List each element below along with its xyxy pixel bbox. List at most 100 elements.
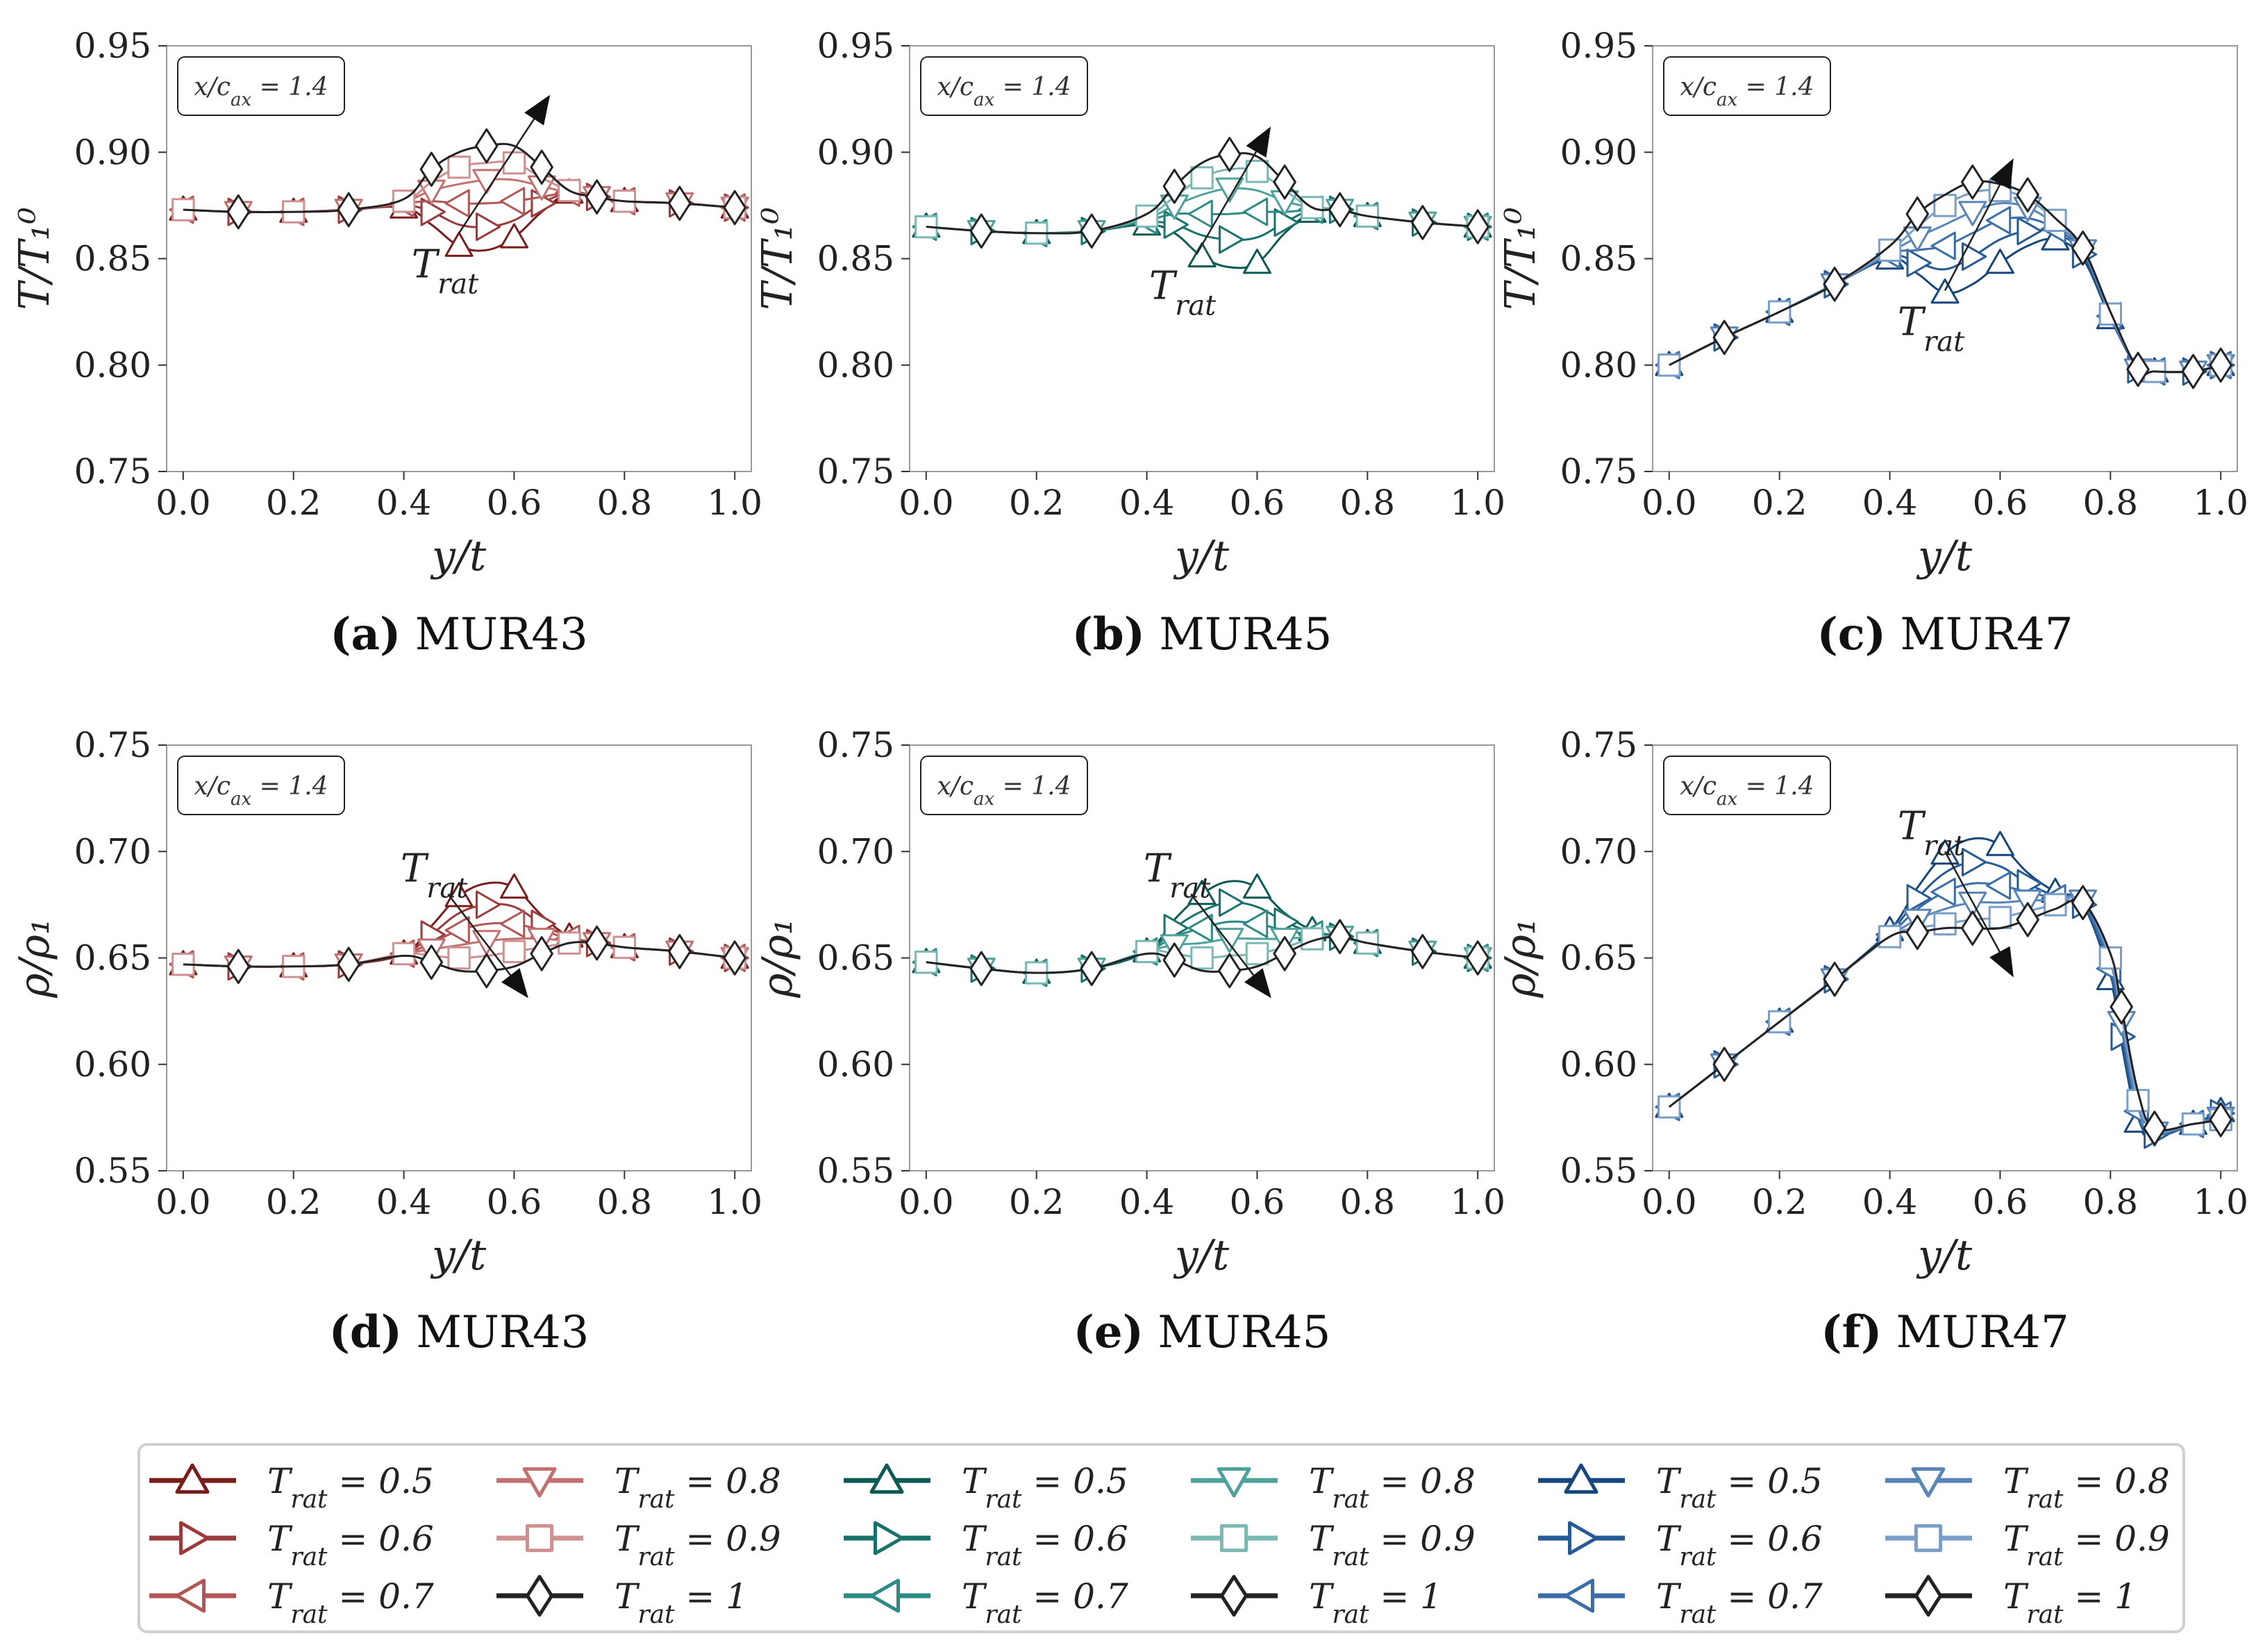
y-tick-label: 0.95	[817, 26, 894, 66]
legend-item: Trat = 0.9	[496, 1519, 781, 1571]
legend-item: Trat = 0.8	[1191, 1461, 1476, 1514]
y-tick-label: 0.70	[1560, 831, 1637, 871]
x-tick-label: 1.0	[1450, 1182, 1505, 1222]
legend-item: Trat = 0.5	[149, 1461, 434, 1514]
x-tick-label: 0.0	[899, 483, 954, 523]
legend-label: Trat = 0.9	[615, 1519, 781, 1571]
legend-label: Trat = 0.7	[962, 1576, 1128, 1629]
annotation-arrow-head	[1244, 968, 1271, 999]
position-label-box	[177, 756, 345, 815]
data-point-diamond	[1823, 267, 1846, 302]
legend-label: Trat = 1	[2003, 1576, 2137, 1629]
panel-caption: (e) MUR45	[1074, 1306, 1331, 1358]
panel-caption: (c) MUR47	[1817, 608, 2073, 660]
series-diamond	[1668, 885, 2232, 1146]
x-tick-label: 0.2	[266, 1182, 322, 1222]
y-tick-label: 0.80	[817, 345, 894, 385]
data-point-square	[2098, 302, 2123, 326]
legend-label: Trat = 0.8	[1309, 1461, 1476, 1514]
legend-item: Trat = 1	[1885, 1575, 2137, 1629]
panel-caption: (f) MUR47	[1821, 1306, 2069, 1358]
data-point-triangle-right	[475, 890, 501, 919]
series-diamond	[926, 137, 1489, 249]
y-tick-label: 0.95	[1560, 26, 1637, 66]
data-point-triangle-down	[1958, 201, 1987, 226]
data-point-triangle-right	[1961, 242, 1987, 271]
x-tick-label: 1.0	[2193, 1182, 2248, 1222]
y-tick-label: 0.75	[1560, 451, 1637, 492]
data-point-square	[1245, 160, 1269, 183]
position-label-box	[177, 56, 345, 116]
data-point-triangle-up	[1187, 242, 1217, 268]
legend-marker-triangle-left	[1564, 1578, 1594, 1613]
y-axis-title: T/T₁⁰	[753, 207, 802, 310]
legend-marker-square	[1914, 1524, 1943, 1553]
data-point-triangle-left	[1187, 199, 1213, 228]
legend-item: Trat = 0.6	[844, 1519, 1128, 1571]
data-point-square	[1245, 942, 1269, 966]
data-point-diamond	[1905, 196, 1929, 232]
x-axis-title: y/t	[1173, 1231, 1230, 1280]
legend-label: Trat = 0.5	[962, 1461, 1128, 1514]
chart-panel-c: 0.75 0.80 0.85 0.90 0.95 0.0 0.2 0.4 0.6 0.8 1.0 y/…	[1496, 26, 2248, 660]
y-tick-label: 0.55	[74, 1151, 151, 1191]
series-diamond	[183, 128, 746, 230]
legend-marker-triangle-right	[874, 1521, 904, 1555]
x-tick-label: 1.0	[707, 483, 762, 523]
data-point-triangle-right	[2016, 217, 2042, 246]
data-point-triangle-up	[499, 223, 528, 249]
x-tick-label: 0.6	[487, 1182, 542, 1222]
panel-caption: (d) MUR43	[329, 1306, 590, 1358]
data-point-triangle-left	[1930, 877, 1956, 906]
data-point-diamond	[969, 213, 993, 249]
x-tick-label: 0.4	[376, 483, 432, 523]
series-diamond	[1669, 164, 2232, 390]
data-point-diamond	[1080, 213, 1103, 249]
data-point-diamond	[226, 949, 250, 985]
data-point-diamond	[2126, 351, 2150, 387]
data-point-diamond	[1961, 910, 1985, 946]
data-point-diamond	[1273, 164, 1296, 200]
y-tick-label: 0.65	[74, 938, 151, 978]
data-point-square	[1878, 238, 1902, 262]
legend-item: Trat = 0.5	[844, 1461, 1128, 1514]
data-point-diamond	[969, 951, 993, 987]
data-point-diamond	[668, 185, 692, 222]
data-point-square	[1190, 166, 1214, 190]
x-tick-label: 0.8	[2083, 483, 2139, 523]
y-tick-label: 0.75	[74, 725, 151, 765]
legend-item: Trat = 0.8	[496, 1461, 781, 1514]
data-point-triangle-right	[1906, 884, 1932, 913]
data-point-triangle-up	[1242, 873, 1271, 899]
data-point-triangle-left	[1985, 206, 2012, 235]
legend-marker-triangle-down	[522, 1467, 557, 1498]
x-tick-label: 0.0	[1642, 483, 1697, 523]
y-tick-label: 0.95	[74, 26, 151, 66]
data-point-triangle-right	[1163, 210, 1189, 239]
y-tick-label: 0.90	[817, 132, 894, 172]
data-point-triangle-left	[1242, 197, 1269, 226]
data-point-diamond	[337, 192, 360, 228]
y-tick-label: 0.55	[1560, 1151, 1637, 1191]
data-point-diamond	[723, 190, 746, 226]
x-tick-label: 0.2	[1009, 483, 1064, 523]
data-point-triangle-right	[1906, 249, 1932, 278]
series-triangle-left	[912, 195, 1489, 248]
y-tick-label: 0.85	[74, 239, 151, 279]
data-point-diamond	[419, 151, 443, 187]
data-point-square	[1988, 906, 2012, 929]
data-point-diamond	[2110, 989, 2133, 1025]
data-point-square	[502, 940, 526, 964]
data-point-diamond	[2071, 230, 2095, 266]
position-label: x/cax = 1.4	[937, 772, 1071, 810]
data-point-triangle-right	[420, 197, 446, 226]
annotation-arrow-head	[524, 94, 551, 126]
legend-label: Trat = 0.7	[267, 1576, 434, 1629]
chart-panel-d: 0.55 0.60 0.65 0.70 0.75 0.0 0.2 0.4 0.6 0.8 1.0 y/…	[10, 725, 762, 1358]
data-point-square	[447, 946, 471, 970]
chart-panel-a: 0.75 0.80 0.85 0.90 0.95 0.0 0.2 0.4 0.6 0.8 1.0 y/…	[10, 26, 762, 660]
legend-label: Trat = 0.7	[1656, 1576, 1823, 1629]
data-point-diamond	[1411, 205, 1435, 240]
y-tick-label: 0.80	[1560, 345, 1637, 385]
series-square	[1657, 893, 2232, 1136]
